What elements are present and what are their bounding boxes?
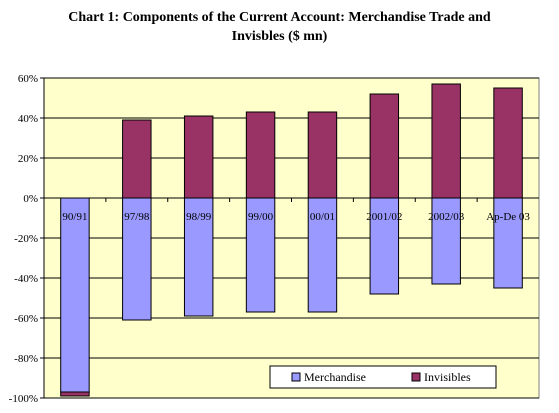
bar-merchandise <box>431 197 461 285</box>
bar-invisibles <box>431 83 461 199</box>
y-tick-label: -40% <box>14 273 38 285</box>
bar-invisibles <box>307 111 338 199</box>
x-tick-label: 00/01 <box>310 211 335 223</box>
y-tick-label: 60% <box>18 73 38 85</box>
x-tick-label: 2001/02 <box>366 211 402 223</box>
bar-invisibles <box>245 111 276 199</box>
legend: Merchandise Invisibles <box>269 365 497 389</box>
bar-merchandise <box>183 197 214 317</box>
y-tick-label: -80% <box>14 353 38 365</box>
y-tick-label: 40% <box>18 113 38 125</box>
x-tick-label: 97/98 <box>124 211 150 223</box>
y-tick-label: -60% <box>14 313 38 325</box>
y-tick-label: -20% <box>14 233 38 245</box>
x-tick-label: 98/99 <box>186 211 212 223</box>
legend-label-merchandise: Merchandise <box>304 370 366 384</box>
bar-invisibles <box>183 115 214 199</box>
legend-swatch-merchandise <box>291 372 301 382</box>
x-tick-label: 99/00 <box>248 211 274 223</box>
bars <box>60 83 523 397</box>
bar-merchandise <box>60 197 90 393</box>
bar-invisibles <box>60 391 90 397</box>
bar-invisibles <box>493 87 523 199</box>
chart-title-line-1: Chart 1: Components of the Current Accou… <box>68 10 491 25</box>
bar-merchandise <box>307 197 338 313</box>
y-tick-label: 20% <box>18 153 38 165</box>
legend-label-invisibles: Invisibles <box>424 370 471 384</box>
bar-merchandise <box>122 197 152 321</box>
bar-merchandise <box>493 197 523 289</box>
bar-invisibles <box>122 119 152 199</box>
y-axis: 60% 40% 20% 0% -20% -40% -60% -80% -100% <box>9 73 45 405</box>
chart-title: Chart 1: Components of the Current Accou… <box>0 8 559 46</box>
legend-box <box>269 365 497 389</box>
x-tick-label: Ap-De 03 <box>486 211 530 223</box>
x-tick-label: 90/91 <box>62 211 87 223</box>
legend-swatch-invisibles <box>411 372 421 382</box>
bar-merchandise <box>245 197 276 313</box>
y-tick-label: 0% <box>23 193 38 205</box>
bar-merchandise <box>369 197 400 295</box>
y-tick-label: -100% <box>9 393 38 405</box>
x-tick-label: 2002/03 <box>428 211 465 223</box>
bar-invisibles <box>369 93 400 199</box>
chart-title-line-2: Invisbles ($ mn) <box>231 29 328 44</box>
x-axis: 90/91 97/98 98/99 99/00 00/01 2001/02 2002/03 A… <box>43 197 539 223</box>
